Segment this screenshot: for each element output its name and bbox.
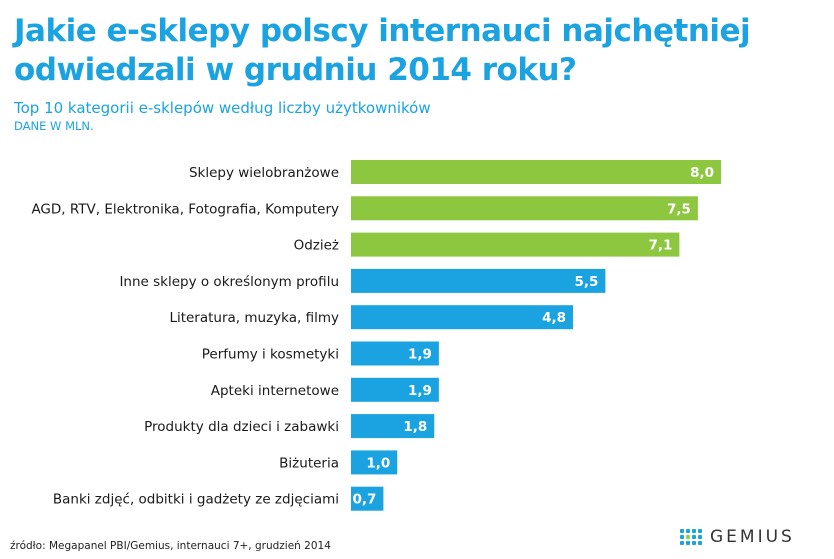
bar — [351, 160, 721, 184]
category-label: Odzież — [294, 238, 339, 254]
bar — [351, 232, 680, 257]
bar-row: Literatura, muzyka, filmy 4,8 — [169, 305, 573, 330]
value-label: 5,5 — [574, 274, 598, 290]
value-label: 1,9 — [408, 383, 432, 399]
value-label: 1,9 — [408, 347, 432, 363]
bar-row: Apteki internetowe 1,9 — [211, 377, 439, 402]
bar-row: Produkty dla dzieci i zabawki 1,8 — [144, 414, 435, 439]
bar — [351, 414, 435, 439]
category-label: Literatura, muzyka, filmy — [169, 310, 339, 326]
category-label: AGD, RTV, Elektronika, Fotografia, Kompu… — [31, 201, 339, 217]
bar — [351, 377, 439, 402]
category-label: Apteki internetowe — [211, 383, 339, 399]
value-label: 0,7 — [352, 492, 376, 508]
bar-row: Banki zdjęć, odbitki i gadżety ze zdjęci… — [53, 486, 384, 511]
bar-row: AGD, RTV, Elektronika, Fotografia, Kompu… — [31, 196, 698, 221]
bar-row: Perfumy i kosmetyki 1,9 — [202, 341, 439, 366]
category-label: Banki zdjęć, odbitki i gadżety ze zdjęci… — [53, 492, 339, 508]
value-label: 8,0 — [690, 165, 714, 181]
chart-title: Jakie e-sklepy polscy internauci najchęt… — [14, 13, 751, 88]
bar-row: Inne sklepy o określonym profilu 5,5 — [119, 268, 606, 293]
category-label: Produkty dla dzieci i zabawki — [144, 419, 339, 435]
bar — [351, 196, 698, 221]
unit-note: DANE W MLN. — [14, 119, 94, 133]
category-label: Perfumy i kosmetyki — [202, 347, 339, 363]
logo-text: GEMIUS — [710, 527, 795, 547]
logo-dots-icon — [680, 529, 702, 545]
source-note: źródło: Megapanel PBI/Gemius, internauci… — [10, 540, 331, 552]
value-label: 7,5 — [667, 201, 691, 217]
chart-subtitle: Top 10 kategorii e-sklepów według liczby… — [14, 99, 431, 117]
value-label: 4,8 — [542, 310, 566, 326]
category-label: Inne sklepy o określonym profilu — [119, 274, 339, 290]
bar-row: Biżuteria 1,0 — [279, 450, 398, 475]
bar-row: Odzież 7,1 — [294, 232, 680, 257]
category-label: Biżuteria — [279, 455, 339, 471]
value-label: 7,1 — [648, 238, 672, 254]
bar-chart: Sklepy wielobranżowe 8,0 AGD, RTV, Elektro… — [31, 160, 721, 511]
category-label: Sklepy wielobranżowe — [189, 165, 339, 181]
value-label: 1,0 — [366, 455, 390, 471]
bar — [351, 305, 573, 330]
bar — [351, 486, 384, 511]
bar — [351, 341, 439, 366]
bar — [351, 450, 398, 475]
bar-row: Sklepy wielobranżowe 8,0 — [189, 160, 721, 184]
value-label: 1,8 — [403, 419, 427, 435]
bar — [351, 268, 606, 293]
gemius-logo: GEMIUS — [680, 527, 795, 547]
